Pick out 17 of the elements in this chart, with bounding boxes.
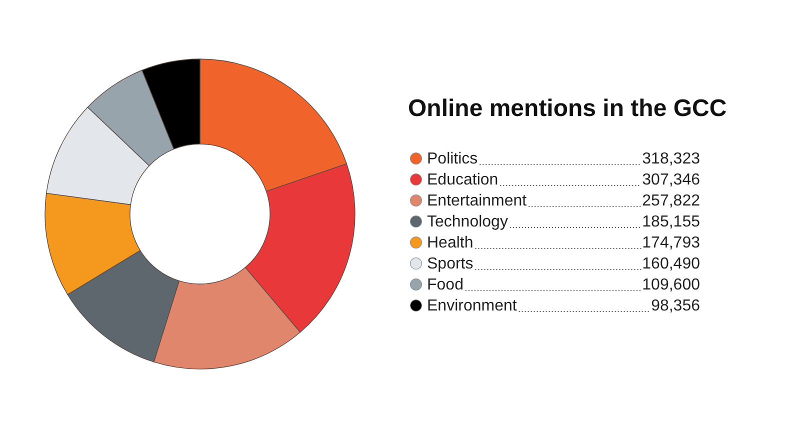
legend-label: Food [427,276,464,294]
data-label: 318,323 [642,150,700,168]
data-label: 185,155 [642,214,700,230]
text: Online mentions in the GCC [408,95,727,122]
legend-label: Health [427,234,474,252]
legend-label: Politics [427,150,478,168]
data-label: 109,600 [642,276,700,294]
data-label: 307,346 [642,172,700,188]
data-label: 160,490 [642,256,700,272]
data-label: 257,822 [642,192,700,210]
legend-label: Education [427,172,498,188]
legend-label: Environment [427,298,518,314]
legend-label: Sports [427,256,474,272]
data-label: 98,356 [651,298,700,314]
legend-label: Technology [427,214,508,230]
data-label: 174,793 [642,234,700,252]
legend-label: Entertainment [427,192,528,210]
